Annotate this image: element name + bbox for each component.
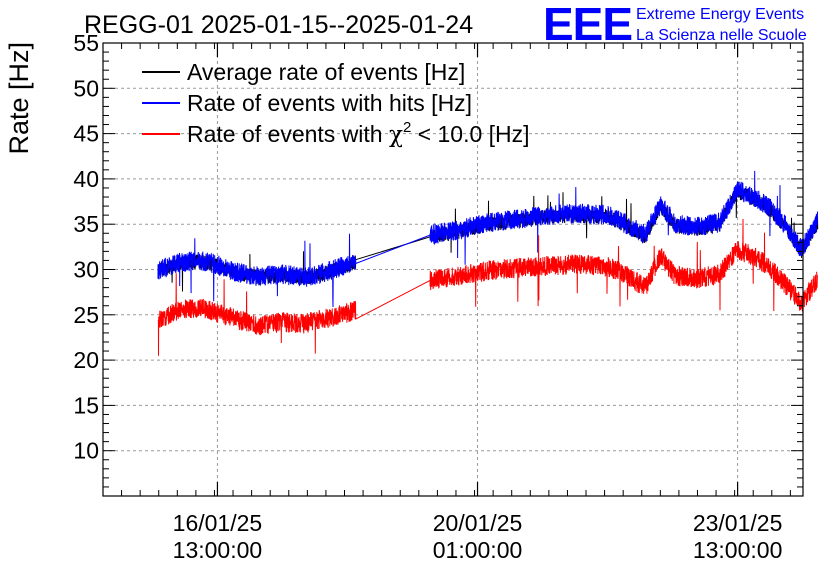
y-tick-label: 40 [73, 166, 99, 192]
chart-title: REGG-01 2025-01-15--2025-01-24 [84, 11, 473, 39]
y-tick-label: 10 [73, 438, 99, 464]
y-tick-label: 55 [73, 30, 99, 56]
y-tick-label: 25 [73, 302, 99, 328]
x-tick-label-time: 13:00:00 [693, 537, 783, 563]
x-tick-label-date: 23/01/25 [693, 510, 783, 536]
eee-logo: EEE Extreme Energy Events La Scienza nel… [543, 0, 807, 50]
logo-line-1: Extreme Energy Events [636, 6, 804, 23]
legend-label-1: Rate of events with hits [Hz] [187, 90, 472, 116]
x-tick-label-time: 01:00:00 [433, 537, 523, 563]
x-tick-label-date: 20/01/25 [433, 510, 523, 536]
y-tick-label: 35 [73, 211, 99, 237]
logo-line-2: La Scienza nelle Scuole [636, 27, 807, 44]
legend: Average rate of events [Hz] Rate of event… [142, 59, 530, 148]
y-tick-label: 45 [73, 121, 99, 147]
series-line-2 [157, 218, 819, 356]
y-tick-label: 30 [73, 257, 99, 283]
x-tick-label-date: 16/01/25 [173, 510, 263, 536]
y-tick-label: 15 [73, 392, 99, 418]
grid-lines [103, 43, 803, 496]
y-tick-label: 20 [73, 347, 99, 373]
y-tick-label: 50 [73, 75, 99, 101]
x-tick-label-time: 13:00:00 [173, 537, 263, 563]
legend-label-0: Average rate of events [Hz] [187, 59, 465, 85]
logo-mark: EEE [543, 0, 632, 50]
series-layer [157, 170, 819, 356]
legend-label-2: Rate of events with χ2 < 10.0 [Hz] [187, 119, 530, 148]
axes: 1015202530354045505516/01/2513:00:0020/0… [73, 30, 804, 563]
y-axis-label: Rate [Hz] [4, 42, 34, 155]
series-line-1 [157, 170, 819, 308]
